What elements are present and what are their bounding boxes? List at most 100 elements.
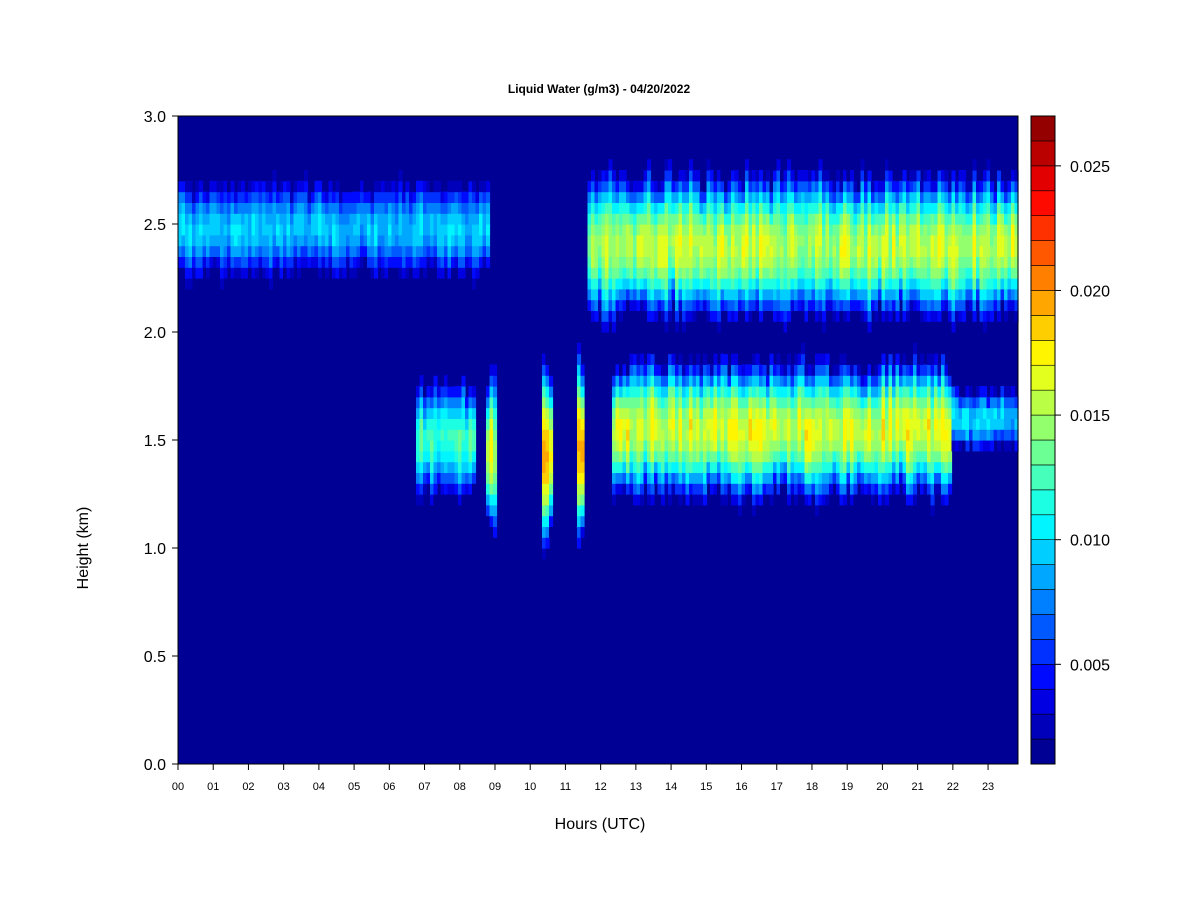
heatmap-cell (734, 278, 739, 290)
heatmap-cell (605, 170, 610, 182)
heatmap-cell (692, 256, 697, 268)
heatmap-cell (493, 504, 498, 517)
heatmap-cell (321, 191, 326, 203)
heatmap-cell (206, 191, 211, 203)
heatmap-cell (836, 418, 841, 430)
heatmap-cell (713, 450, 718, 463)
heatmap-cell (846, 170, 851, 182)
heatmap-cell (937, 202, 942, 214)
heatmap-cell (839, 180, 844, 193)
heatmap-cell (836, 180, 841, 193)
heatmap-cell (731, 288, 736, 301)
heatmap-cell (874, 256, 879, 268)
heatmap-cell (720, 170, 725, 182)
heatmap-cell (899, 396, 904, 409)
heatmap-cell (654, 224, 659, 236)
heatmap-cell (689, 353, 694, 365)
heatmap-cell (857, 472, 862, 484)
heatmap-cell (241, 180, 246, 193)
heatmap-cell (629, 191, 634, 203)
heatmap-cell (685, 170, 690, 182)
heatmap-cell (293, 234, 298, 247)
heatmap-cell (748, 202, 753, 214)
heatmap-cell (405, 224, 410, 236)
heatmap-cell (790, 224, 795, 236)
heatmap-cell (461, 213, 466, 225)
heatmap-cell (913, 494, 918, 506)
heatmap-cell (948, 407, 953, 419)
heatmap-cell (818, 278, 823, 290)
heatmap-cell (962, 288, 967, 301)
heatmap-cell (643, 191, 648, 203)
heatmap-cell (818, 494, 823, 506)
heatmap-cell (412, 180, 417, 193)
heatmap-cell (965, 450, 970, 463)
heatmap-cell (797, 267, 802, 279)
heatmap-cell (447, 256, 452, 268)
heatmap-cell (734, 353, 739, 365)
heatmap-cell (612, 450, 617, 463)
heatmap-cell (601, 245, 606, 257)
heatmap-cell (801, 364, 806, 376)
heatmap-cell (878, 213, 883, 225)
heatmap-cell (927, 375, 932, 387)
heatmap-cell (766, 440, 771, 452)
heatmap-cell (416, 256, 421, 268)
heatmap-cell (878, 245, 883, 257)
heatmap-cell (710, 450, 715, 463)
heatmap-cell (801, 278, 806, 290)
heatmap-cell (958, 429, 963, 441)
heatmap-cell (622, 234, 627, 247)
heatmap-cell (416, 440, 421, 452)
heatmap-cell (608, 234, 613, 247)
heatmap-cell (454, 396, 459, 409)
heatmap-cell (787, 191, 792, 203)
heatmap-cell (920, 202, 925, 214)
colorbar-level (1030, 190, 1056, 216)
heatmap-cell (612, 267, 617, 279)
heatmap-cell (713, 245, 718, 257)
heatmap-cell (776, 440, 781, 452)
heatmap-cell (745, 396, 750, 409)
heatmap-cell (370, 245, 375, 257)
heatmap-cell (699, 202, 704, 214)
heatmap-cell (909, 364, 914, 376)
heatmap-cell (972, 213, 977, 225)
heatmap-cell (643, 213, 648, 225)
heatmap-cell (545, 526, 550, 538)
heatmap-cell (727, 461, 732, 473)
heatmap-cell (328, 256, 333, 268)
heatmap-cell (867, 191, 872, 203)
heatmap-cell (419, 483, 424, 495)
heatmap-cell (752, 288, 757, 301)
heatmap-cell (668, 396, 673, 409)
heatmap-cell (955, 310, 960, 322)
heatmap-cell (668, 245, 673, 257)
heatmap-cell (591, 180, 596, 193)
heatmap-cell (738, 234, 743, 247)
heatmap-cell (930, 450, 935, 463)
heatmap-cell (640, 234, 645, 247)
heatmap-cell (913, 342, 918, 355)
heatmap-cell (612, 224, 617, 236)
heatmap-cell (703, 224, 708, 236)
heatmap-cell (248, 267, 253, 279)
heatmap-cell (776, 461, 781, 473)
heatmap-cell (930, 364, 935, 376)
heatmap-cell (472, 267, 477, 279)
heatmap-cell (895, 396, 900, 409)
heatmap-cell (741, 386, 746, 398)
heatmap-cell (664, 396, 669, 409)
heatmap-cell (643, 234, 648, 247)
heatmap-cell (937, 170, 942, 182)
heatmap-cell (685, 310, 690, 322)
heatmap-cell (955, 234, 960, 247)
heatmap-cell (664, 483, 669, 495)
heatmap-cell (300, 256, 305, 268)
heatmap-cell (591, 224, 596, 236)
heatmap-cell (874, 494, 879, 506)
heatmap-cell (734, 386, 739, 398)
heatmap-cell (643, 418, 648, 430)
heatmap-cell (717, 321, 722, 333)
heatmap-cell (612, 483, 617, 495)
